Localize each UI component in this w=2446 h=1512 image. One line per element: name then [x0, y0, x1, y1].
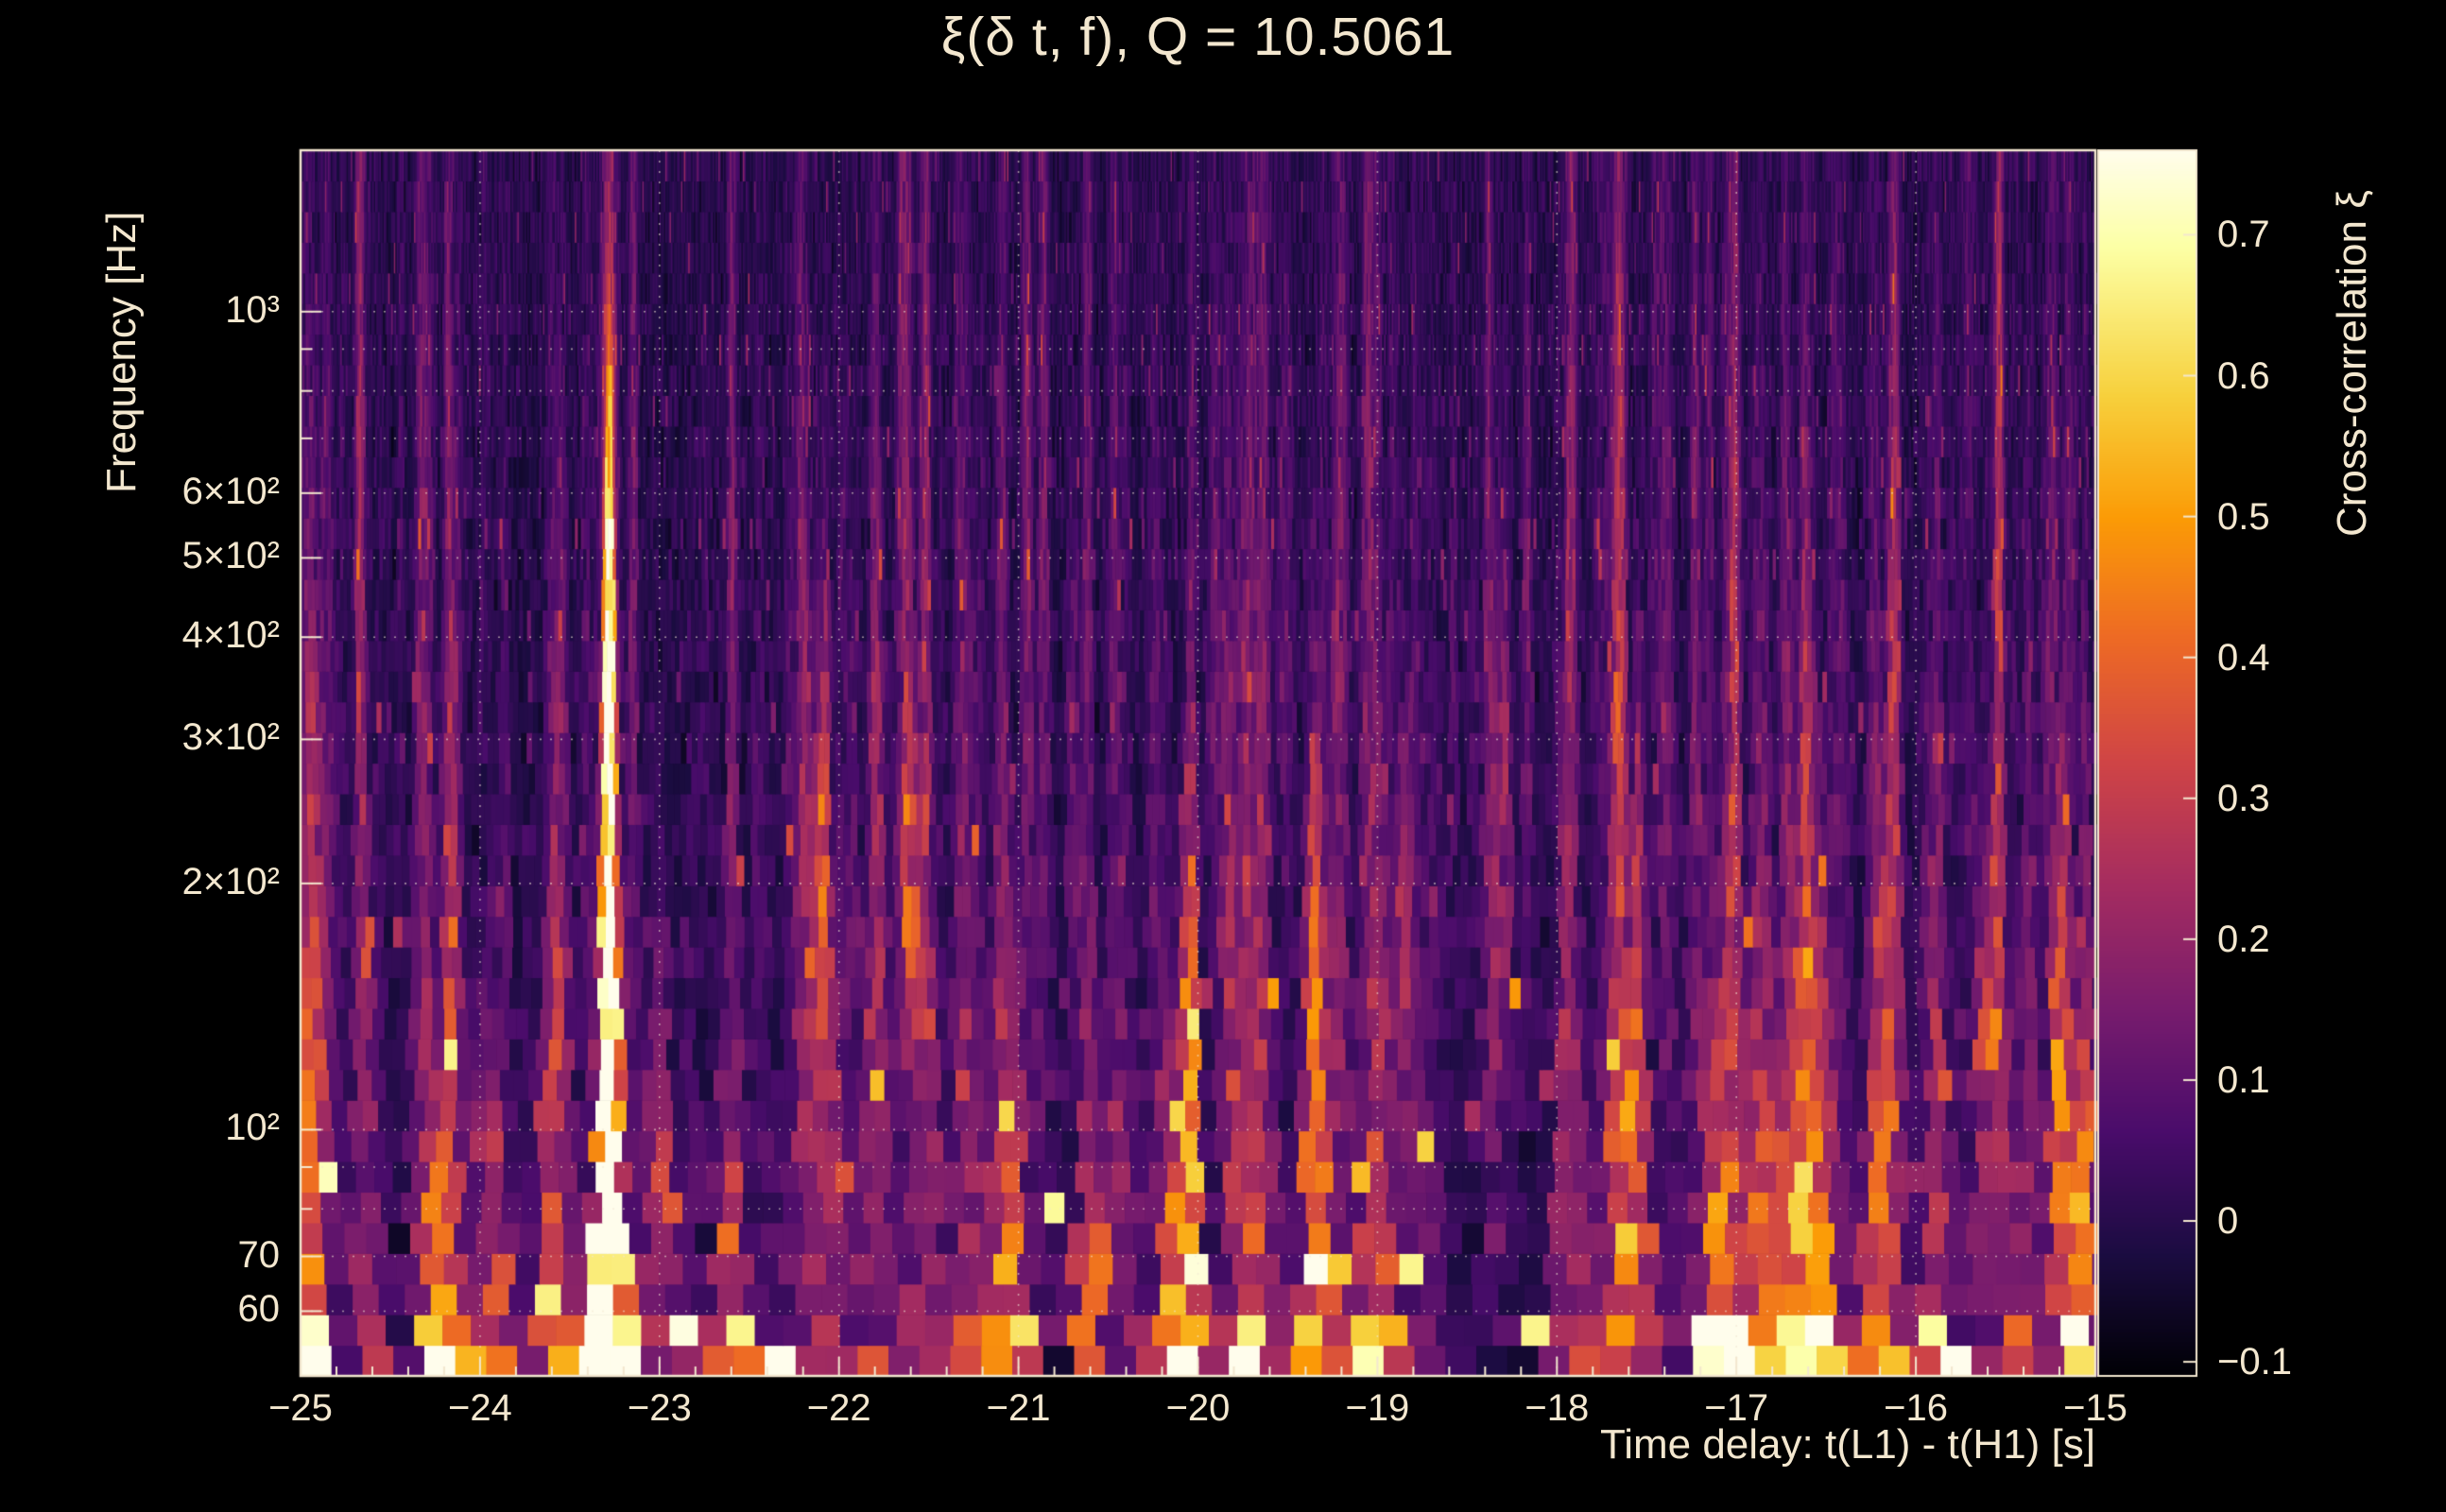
- x-tick-label: −18: [1524, 1387, 1590, 1429]
- colorbar-tick-label: 0: [2217, 1200, 2239, 1242]
- colorbar-tick-label: 0.6: [2217, 354, 2270, 397]
- x-tick-label: −16: [1884, 1387, 1949, 1429]
- x-tick-label: −25: [268, 1387, 333, 1429]
- x-tick-label: −20: [1165, 1387, 1231, 1429]
- x-tick-label: −24: [447, 1387, 512, 1429]
- y-tick-label: 70: [237, 1233, 281, 1276]
- y-tick-label: 4×10²: [181, 614, 280, 657]
- x-tick-label: −17: [1704, 1387, 1769, 1429]
- y-tick-label: 5×10²: [181, 535, 280, 577]
- colorbar-tick-label: 0.5: [2217, 495, 2270, 538]
- colorbar-tick-label: 0.4: [2217, 636, 2270, 679]
- y-tick-label: 60: [237, 1288, 281, 1331]
- y-axis-title: Frequency [Hz]: [98, 211, 145, 493]
- y-tick-label: 3×10²: [181, 716, 280, 759]
- plot-title: ξ(δ t, f), Q = 10.5061: [940, 7, 1456, 67]
- colorbar-tick-label: 0.2: [2217, 918, 2270, 960]
- x-tick-label: −15: [2063, 1387, 2127, 1429]
- y-tick-label: 2×10²: [181, 860, 280, 902]
- x-axis-title: Time delay: t(L1) - t(H1) [s]: [1599, 1421, 2095, 1468]
- x-tick-label: −21: [986, 1387, 1051, 1429]
- x-tick-label: −19: [1345, 1387, 1410, 1429]
- x-tick-label: −23: [627, 1387, 692, 1429]
- colorbar-tick-label: 0.7: [2217, 214, 2270, 256]
- colorbar-tick-label: 0.3: [2217, 777, 2270, 819]
- x-tick-label: −22: [806, 1387, 871, 1429]
- colorbar-title: Cross-correlation ξ: [2329, 190, 2375, 537]
- colorbar-tick-label: 0.1: [2217, 1058, 2270, 1101]
- colorbar-tick-label: −0.1: [2217, 1341, 2292, 1383]
- y-tick-label: 10²: [225, 1107, 280, 1149]
- y-tick-label: 10³: [225, 288, 280, 331]
- y-tick-label: 6×10²: [181, 470, 280, 512]
